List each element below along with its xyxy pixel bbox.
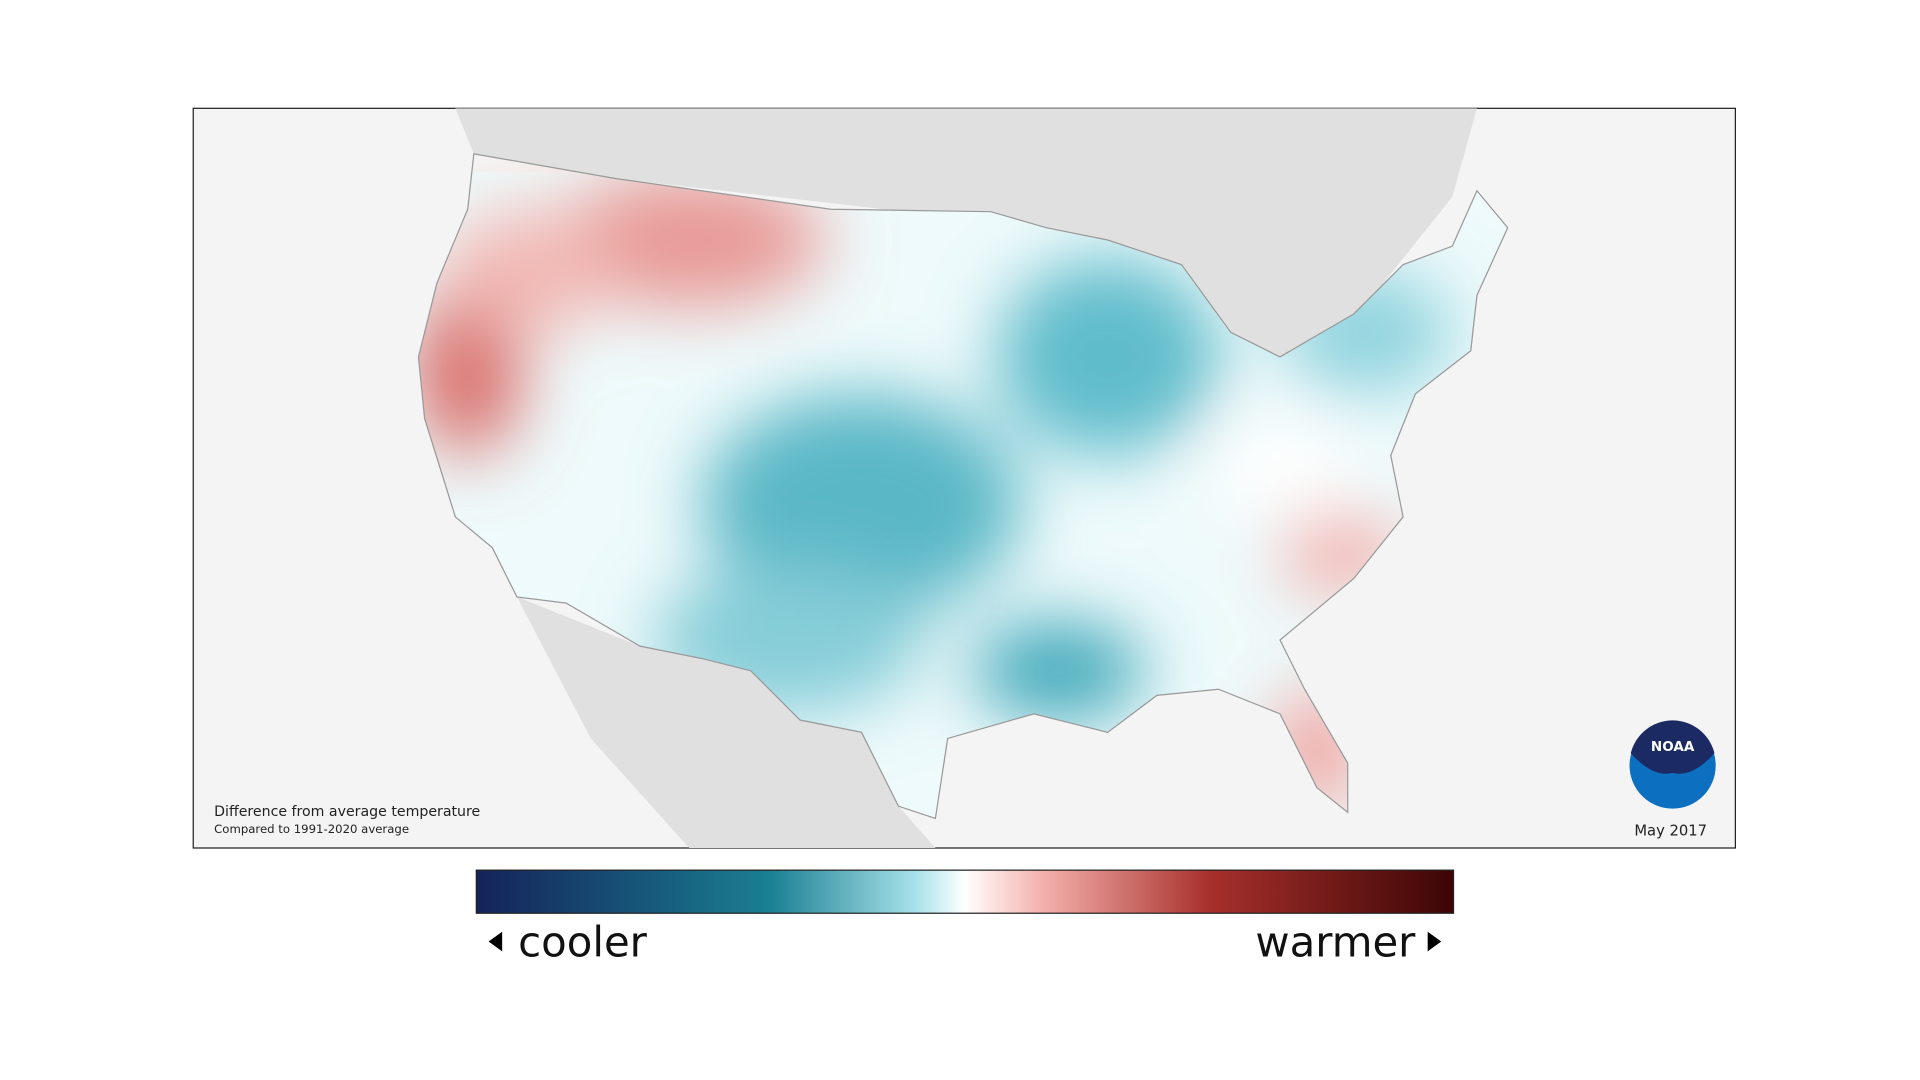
basemap — [455, 108, 1477, 848]
date: May 2017 — [1634, 823, 1707, 840]
warmer-arrow — [1427, 931, 1442, 952]
legend-high: warmer — [1255, 917, 1416, 966]
color-bar — [475, 869, 1455, 914]
caption: Difference from average temperature — [214, 804, 480, 820]
logo-text: NOAA — [1651, 739, 1695, 755]
subcaption: Compared to 1991-2020 average — [214, 822, 409, 836]
legend-low: cooler — [518, 917, 648, 966]
cooler-arrow — [488, 931, 503, 952]
